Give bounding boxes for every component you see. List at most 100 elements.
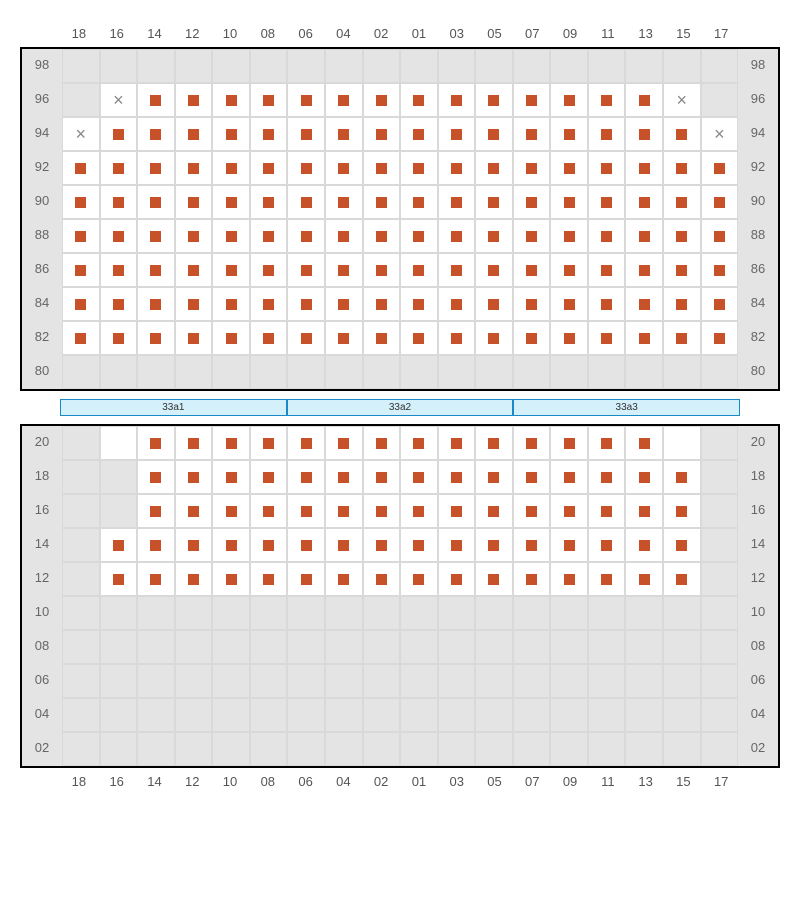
upper-seat-94-06[interactable]	[287, 117, 325, 151]
lower-seat-16-14[interactable]	[137, 494, 175, 528]
upper-seat-90-09[interactable]	[550, 185, 588, 219]
lower-seat-12-15[interactable]	[663, 562, 701, 596]
lower-seat-14-05[interactable]	[475, 528, 513, 562]
upper-seat-86-03[interactable]	[438, 253, 476, 287]
upper-seat-90-17[interactable]	[701, 185, 739, 219]
upper-seat-94-09[interactable]	[550, 117, 588, 151]
upper-seat-88-10[interactable]	[212, 219, 250, 253]
upper-seat-94-17[interactable]: ×	[701, 117, 739, 151]
upper-seat-82-16[interactable]	[100, 321, 138, 355]
lower-seat-12-09[interactable]	[550, 562, 588, 596]
upper-seat-96-15[interactable]: ×	[663, 83, 701, 117]
upper-seat-92-18[interactable]	[62, 151, 100, 185]
upper-seat-84-14[interactable]	[137, 287, 175, 321]
upper-seat-96-10[interactable]	[212, 83, 250, 117]
lower-seat-18-08[interactable]	[250, 460, 288, 494]
lower-seat-12-11[interactable]	[588, 562, 626, 596]
lower-seat-14-08[interactable]	[250, 528, 288, 562]
upper-seat-90-08[interactable]	[250, 185, 288, 219]
upper-seat-90-15[interactable]	[663, 185, 701, 219]
upper-seat-84-13[interactable]	[625, 287, 663, 321]
upper-seat-82-09[interactable]	[550, 321, 588, 355]
upper-seat-86-05[interactable]	[475, 253, 513, 287]
upper-seat-88-16[interactable]	[100, 219, 138, 253]
upper-seat-86-14[interactable]	[137, 253, 175, 287]
upper-seat-82-11[interactable]	[588, 321, 626, 355]
upper-seat-94-13[interactable]	[625, 117, 663, 151]
lower-seat-18-09[interactable]	[550, 460, 588, 494]
lower-seat-18-02[interactable]	[363, 460, 401, 494]
upper-seat-94-08[interactable]	[250, 117, 288, 151]
upper-seat-92-17[interactable]	[701, 151, 739, 185]
upper-seat-90-05[interactable]	[475, 185, 513, 219]
upper-seat-92-10[interactable]	[212, 151, 250, 185]
upper-seat-96-05[interactable]	[475, 83, 513, 117]
lower-seat-20-12[interactable]	[175, 426, 213, 460]
upper-seat-88-15[interactable]	[663, 219, 701, 253]
lower-seat-14-07[interactable]	[513, 528, 551, 562]
upper-seat-96-09[interactable]	[550, 83, 588, 117]
lower-seat-14-03[interactable]	[438, 528, 476, 562]
upper-seat-86-09[interactable]	[550, 253, 588, 287]
upper-seat-94-05[interactable]	[475, 117, 513, 151]
upper-seat-92-16[interactable]	[100, 151, 138, 185]
lower-seat-16-10[interactable]	[212, 494, 250, 528]
lower-seat-14-04[interactable]	[325, 528, 363, 562]
upper-seat-84-01[interactable]	[400, 287, 438, 321]
upper-seat-90-12[interactable]	[175, 185, 213, 219]
upper-seat-86-08[interactable]	[250, 253, 288, 287]
upper-seat-90-14[interactable]	[137, 185, 175, 219]
upper-seat-94-07[interactable]	[513, 117, 551, 151]
upper-seat-94-01[interactable]	[400, 117, 438, 151]
upper-seat-86-12[interactable]	[175, 253, 213, 287]
upper-seat-86-04[interactable]	[325, 253, 363, 287]
upper-seat-94-03[interactable]	[438, 117, 476, 151]
upper-seat-88-07[interactable]	[513, 219, 551, 253]
upper-seat-84-16[interactable]	[100, 287, 138, 321]
upper-seat-88-08[interactable]	[250, 219, 288, 253]
lower-seat-18-12[interactable]	[175, 460, 213, 494]
upper-seat-90-18[interactable]	[62, 185, 100, 219]
upper-seat-94-14[interactable]	[137, 117, 175, 151]
lower-seat-16-15[interactable]	[663, 494, 701, 528]
upper-seat-90-01[interactable]	[400, 185, 438, 219]
lower-seat-16-12[interactable]	[175, 494, 213, 528]
lower-seat-20-04[interactable]	[325, 426, 363, 460]
upper-seat-82-03[interactable]	[438, 321, 476, 355]
upper-seat-88-04[interactable]	[325, 219, 363, 253]
upper-seat-90-07[interactable]	[513, 185, 551, 219]
upper-seat-96-08[interactable]	[250, 83, 288, 117]
lower-seat-18-03[interactable]	[438, 460, 476, 494]
lower-seat-20-14[interactable]	[137, 426, 175, 460]
upper-seat-84-03[interactable]	[438, 287, 476, 321]
upper-seat-84-18[interactable]	[62, 287, 100, 321]
lower-seat-16-08[interactable]	[250, 494, 288, 528]
upper-seat-86-16[interactable]	[100, 253, 138, 287]
lower-seat-14-14[interactable]	[137, 528, 175, 562]
upper-seat-90-04[interactable]	[325, 185, 363, 219]
upper-seat-84-12[interactable]	[175, 287, 213, 321]
upper-seat-94-12[interactable]	[175, 117, 213, 151]
lower-seat-20-06[interactable]	[287, 426, 325, 460]
upper-seat-94-15[interactable]	[663, 117, 701, 151]
lower-seat-12-06[interactable]	[287, 562, 325, 596]
lower-seat-14-15[interactable]	[663, 528, 701, 562]
upper-seat-82-18[interactable]	[62, 321, 100, 355]
lower-seat-20-01[interactable]	[400, 426, 438, 460]
lower-seat-12-03[interactable]	[438, 562, 476, 596]
lower-seat-16-13[interactable]	[625, 494, 663, 528]
lower-seat-20-02[interactable]	[363, 426, 401, 460]
upper-seat-86-17[interactable]	[701, 253, 739, 287]
upper-seat-82-04[interactable]	[325, 321, 363, 355]
upper-seat-96-06[interactable]	[287, 83, 325, 117]
upper-seat-96-13[interactable]	[625, 83, 663, 117]
upper-seat-88-13[interactable]	[625, 219, 663, 253]
upper-seat-96-01[interactable]	[400, 83, 438, 117]
upper-seat-92-15[interactable]	[663, 151, 701, 185]
upper-seat-96-12[interactable]	[175, 83, 213, 117]
lower-seat-20-05[interactable]	[475, 426, 513, 460]
lower-seat-16-01[interactable]	[400, 494, 438, 528]
upper-seat-96-03[interactable]	[438, 83, 476, 117]
lower-seat-20-08[interactable]	[250, 426, 288, 460]
lower-seat-12-04[interactable]	[325, 562, 363, 596]
